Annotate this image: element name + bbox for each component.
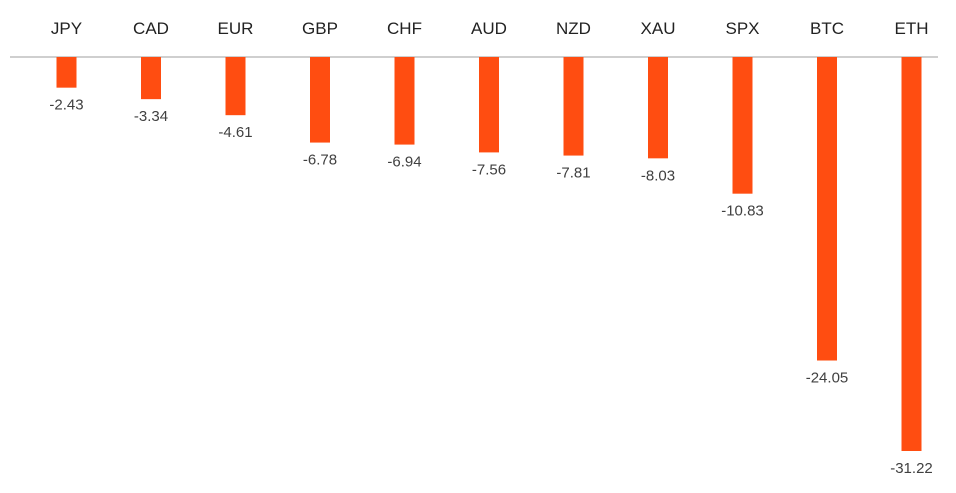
category-label-chf: CHF <box>387 19 422 38</box>
value-label-nzd: -7.81 <box>556 165 590 182</box>
value-label-chf: -6.94 <box>387 154 421 171</box>
category-label-xau: XAU <box>641 19 676 38</box>
value-label-xau: -8.03 <box>641 167 675 184</box>
value-labels: -2.43 -3.34 -4.61 -6.78 -6.94 -7.56 -7.81 -8.03… <box>49 97 932 477</box>
value-label-spx: -10.83 <box>721 203 764 220</box>
bar-eth <box>901 57 922 451</box>
value-label-eur: -4.61 <box>218 124 252 141</box>
bar-xau <box>648 57 668 159</box>
bar-nzd <box>563 57 584 156</box>
bars <box>56 57 922 451</box>
bar-jpy <box>56 57 77 88</box>
category-label-cad: CAD <box>133 19 169 38</box>
value-label-gbp: -6.78 <box>303 152 337 169</box>
value-label-btc: -24.05 <box>806 370 849 387</box>
bar-btc <box>817 57 837 361</box>
category-label-nzd: NZD <box>556 19 591 38</box>
category-label-btc: BTC <box>810 19 844 38</box>
bar-spx <box>732 57 753 194</box>
bar-cad <box>141 57 161 100</box>
category-label-eth: ETH <box>895 19 929 38</box>
category-label-eur: EUR <box>218 19 254 38</box>
bar-aud <box>479 57 499 153</box>
value-label-eth: -31.22 <box>890 460 933 477</box>
value-label-aud: -7.56 <box>472 161 506 178</box>
category-label-spx: SPX <box>725 19 759 38</box>
bar-gbp <box>310 57 330 143</box>
bar-eur <box>225 57 246 116</box>
bar-chf <box>394 57 415 145</box>
category-label-gbp: GBP <box>302 19 338 38</box>
value-label-jpy: -2.43 <box>49 97 83 114</box>
value-label-cad: -3.34 <box>134 108 168 125</box>
category-label-aud: AUD <box>471 19 507 38</box>
category-label-jpy: JPY <box>51 19 82 38</box>
category-labels: JPY CAD EUR GBP CHF AUD NZD XAU SPX BTC ETH <box>51 19 929 38</box>
